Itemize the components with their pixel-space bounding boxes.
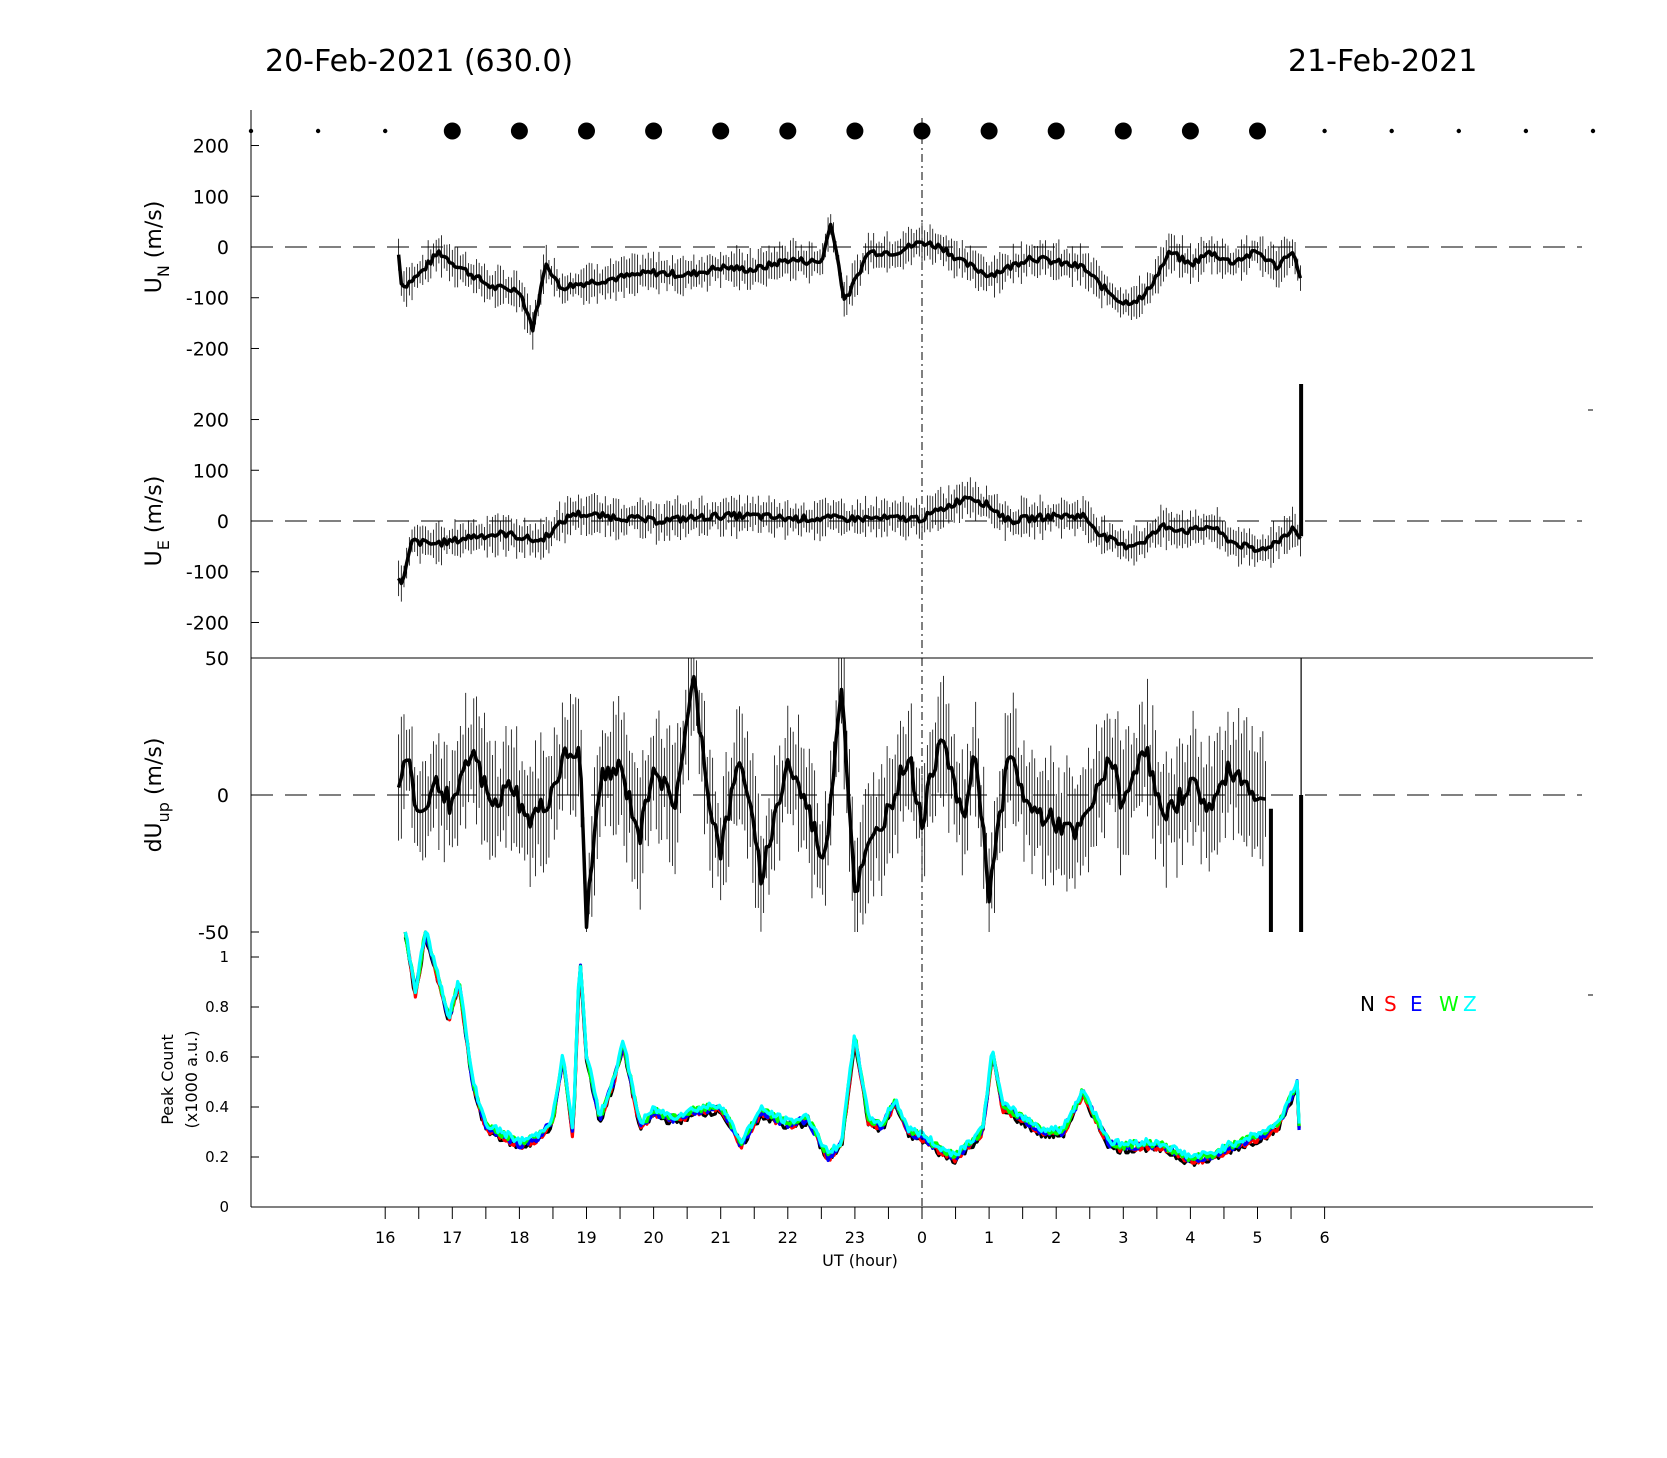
y-tick-label: 100 xyxy=(193,460,229,482)
sky-dot xyxy=(1389,128,1394,134)
y-tick-label: -100 xyxy=(186,288,229,310)
sky-dot xyxy=(315,128,321,134)
y-tick-label: -200 xyxy=(186,612,229,634)
peak-series xyxy=(403,930,1301,1167)
sky-dot xyxy=(1249,122,1266,140)
sky-dot xyxy=(443,122,461,140)
sky-dot xyxy=(1590,128,1596,134)
ue-ylabel: UE (m/s) xyxy=(142,476,173,567)
y-tick-label: 50 xyxy=(205,648,229,670)
y-tick-label: 0 xyxy=(217,237,229,259)
x-tick-label: 6 xyxy=(1320,1228,1330,1247)
panel-peak-yaxis: 1 0.8 0.6 0.4 0.2 0 xyxy=(205,948,259,1216)
sky-dot xyxy=(779,122,797,140)
sky-dot xyxy=(846,122,864,140)
duup-line xyxy=(396,674,1266,930)
ue-series xyxy=(397,384,1304,602)
y-tick-label: 0 xyxy=(219,1198,229,1216)
y-tick-label: 0.4 xyxy=(205,1098,229,1116)
legend-Z: Z xyxy=(1463,992,1477,1016)
peak-ylabel: Peak Count xyxy=(158,1034,177,1125)
duup-series xyxy=(396,658,1304,932)
x-tick-label: 20 xyxy=(643,1228,663,1247)
sky-dot xyxy=(645,122,663,140)
x-tick-label: 18 xyxy=(509,1228,529,1247)
duup-ylabel: dUup (m/s) xyxy=(142,738,173,853)
sky-dot xyxy=(1181,122,1199,140)
y-tick-label: 100 xyxy=(193,186,229,208)
peak-line-Z xyxy=(403,930,1301,1160)
legend-W: W xyxy=(1439,992,1459,1016)
panel-un-yaxis: 200 100 0 -100 -200 xyxy=(186,136,259,360)
ue-line xyxy=(397,495,1302,586)
x-tick-label: 4 xyxy=(1185,1228,1195,1247)
x-tick-label: 5 xyxy=(1252,1228,1262,1247)
y-tick-label: 200 xyxy=(193,410,229,432)
x-tick-label: 16 xyxy=(375,1228,395,1247)
x-tick-label: 21 xyxy=(711,1228,731,1247)
peak-ylabel-unit: (x1000 a.u.) xyxy=(182,1031,201,1129)
sky-dot xyxy=(383,128,388,134)
y-tick-label: 1 xyxy=(219,948,229,966)
y-tick-label: 0.6 xyxy=(205,1048,229,1066)
x-tick-label: 22 xyxy=(778,1228,798,1247)
legend-S: S xyxy=(1384,992,1397,1016)
panel-duup-yaxis: 50 0 -50 xyxy=(198,648,259,944)
x-tick-label: 17 xyxy=(442,1228,462,1247)
y-tick-label: -200 xyxy=(186,338,229,360)
y-tick-label: 0 xyxy=(217,785,229,807)
date-title-left: 20-Feb-2021 (630.0) xyxy=(265,44,574,79)
x-tick-label: 23 xyxy=(845,1228,865,1247)
sky-dot xyxy=(712,122,730,140)
sky-dot xyxy=(510,122,528,140)
sky-dot xyxy=(1456,128,1462,134)
x-tick-label: 1 xyxy=(984,1228,994,1247)
sky-dot xyxy=(1047,122,1065,140)
x-tick-label: 2 xyxy=(1051,1228,1061,1247)
y-tick-label: 0 xyxy=(217,511,229,533)
sky-dot xyxy=(1523,128,1529,134)
y-tick-label: -100 xyxy=(186,562,229,584)
date-title-right: 21-Feb-2021 xyxy=(1288,44,1478,79)
y-tick-label: 200 xyxy=(193,136,229,158)
sky-dot xyxy=(578,122,595,140)
sky-dot xyxy=(1322,128,1327,134)
legend-E: E xyxy=(1410,992,1423,1016)
un-series xyxy=(396,214,1303,350)
x-tick-label: 3 xyxy=(1118,1228,1128,1247)
un-line xyxy=(396,222,1303,333)
x-axis: 16 17 18 19 20 21 22 23 0 1 2 3 4 5 6UT (hour) xyxy=(375,1207,1330,1270)
sky-dot xyxy=(980,122,998,140)
y-tick-label: 0.2 xyxy=(205,1148,229,1166)
un-ylabel: UN (m/s) xyxy=(142,201,173,294)
x-axis-label: UT (hour) xyxy=(822,1251,898,1270)
y-tick-label: -50 xyxy=(198,922,229,944)
panel-ue-yaxis: 200 100 0 -100 -200 xyxy=(186,410,259,634)
x-tick-label: 19 xyxy=(576,1228,596,1247)
y-tick-label: 0.8 xyxy=(205,998,229,1016)
x-tick-label: 0 xyxy=(917,1228,927,1247)
sky-dot xyxy=(1114,122,1132,140)
legend-N: N xyxy=(1360,992,1375,1016)
